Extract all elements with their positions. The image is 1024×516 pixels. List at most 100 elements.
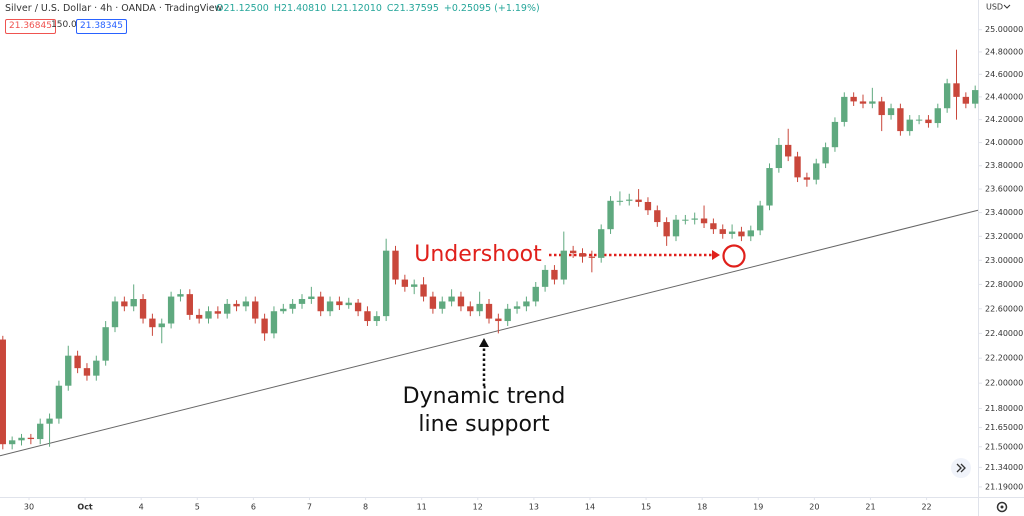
x-tick-label: 11 (417, 503, 427, 512)
candle-body (345, 302, 352, 306)
candle-body (467, 306, 474, 312)
candle-body (822, 147, 829, 164)
candle-body (915, 119, 923, 121)
candle-body (167, 296, 175, 324)
settings-icon[interactable] (996, 501, 1008, 513)
candle-body (728, 231, 736, 234)
candle-body (925, 119, 932, 124)
y-tick-label: 23.00000 (985, 256, 1023, 265)
candle-body (700, 218, 708, 224)
candle-body (270, 311, 278, 334)
candle-body (794, 156, 801, 178)
candle-body (803, 177, 811, 180)
candle-body (420, 284, 427, 297)
candle-body (83, 368, 91, 376)
ohlc-value: H21.40810 (273, 3, 327, 14)
candle-body (532, 286, 539, 302)
candle-body (205, 311, 212, 319)
candle-body (887, 108, 895, 116)
y-tick-label: 21.34000 (985, 463, 1023, 472)
candle-body (364, 311, 371, 322)
y-tick-label: 24.60000 (985, 70, 1023, 79)
x-tick-label: 20 (809, 503, 819, 512)
y-tick-label: 24.00000 (985, 138, 1023, 147)
candle-body (214, 311, 222, 314)
candle-body (906, 119, 913, 132)
x-tick-label: 5 (195, 503, 200, 512)
candle-body (513, 306, 521, 309)
candle-body (897, 108, 904, 132)
candle-body (626, 199, 633, 201)
support-arrowhead (479, 338, 489, 347)
x-tick-label: 6 (251, 503, 256, 512)
candle-body (719, 229, 726, 234)
y-tick-label: 23.80000 (985, 161, 1023, 170)
y-tick-label: 22.20000 (985, 354, 1023, 363)
candle-body (149, 318, 156, 328)
candle-body (46, 418, 53, 424)
currency-label[interactable]: USD (986, 3, 1003, 12)
undershoot-label: Undershoot (414, 242, 542, 267)
candle-body (317, 296, 324, 312)
candle-body (373, 316, 380, 322)
candle-body (74, 355, 81, 369)
candle-body (186, 294, 193, 315)
candle-body (588, 256, 596, 258)
candle-body (0, 339, 6, 445)
candle-body (635, 199, 642, 202)
symbol-title: Silver / U.S. Dollar · 4h · OANDA · Trad… (5, 3, 223, 14)
candle-body (504, 308, 511, 322)
candle-body (8, 440, 16, 445)
y-tick-label: 23.20000 (985, 232, 1023, 241)
y-tick-label: 21.65000 (985, 423, 1023, 432)
candle-body (869, 101, 876, 104)
candle-body (252, 301, 259, 319)
y-tick-label: 24.40000 (985, 92, 1023, 101)
candle-body (448, 296, 455, 302)
candle-body (831, 121, 839, 148)
candle-body (18, 437, 25, 441)
candle-body (756, 205, 764, 231)
candle-body (429, 296, 437, 309)
y-tick-label: 21.80000 (985, 404, 1023, 413)
support-label: Dynamic trend (403, 384, 566, 409)
candle-body (392, 250, 399, 280)
candle-body (224, 303, 231, 314)
x-tick-label: 14 (585, 503, 595, 512)
undershoot-arrowhead (712, 250, 720, 260)
candle-body (457, 296, 465, 307)
candle-body (663, 222, 670, 237)
candle-body (195, 314, 203, 319)
candle-body (654, 210, 661, 223)
ohlc-value: +0.25095 (+1.19%) (443, 3, 540, 14)
y-tick-label: 25.00000 (985, 25, 1023, 34)
candle-body (485, 303, 493, 319)
buy-button[interactable]: 21.38345 (76, 19, 127, 34)
candle-body (579, 253, 586, 257)
scroll-button[interactable] (951, 458, 971, 478)
sell-button[interactable]: 21.36845 (5, 19, 56, 34)
candle-body (878, 101, 885, 116)
candle-body (242, 301, 250, 307)
y-tick-label: 23.60000 (985, 185, 1023, 194)
y-tick-label: 24.20000 (985, 115, 1023, 124)
candle-body (775, 144, 783, 169)
candle-body (672, 219, 680, 237)
candle-body (411, 284, 418, 287)
x-tick-label: 13 (529, 503, 539, 512)
y-tick-label: 24.80000 (985, 47, 1023, 56)
x-tick-label: 18 (697, 503, 707, 512)
currency-dropdown-icon[interactable] (1003, 4, 1011, 9)
candle-body (813, 163, 820, 180)
ohlc-value: O21.12500 (216, 3, 269, 14)
x-tick-label: 12 (473, 503, 483, 512)
candle-body (953, 83, 960, 97)
candle-body (523, 301, 530, 307)
candle-body (644, 201, 652, 211)
x-tick-label: 21 (865, 503, 875, 512)
candle-body (738, 231, 745, 237)
candle-body (691, 218, 698, 220)
candle-body (308, 296, 315, 300)
x-tick-label: 15 (641, 503, 651, 512)
